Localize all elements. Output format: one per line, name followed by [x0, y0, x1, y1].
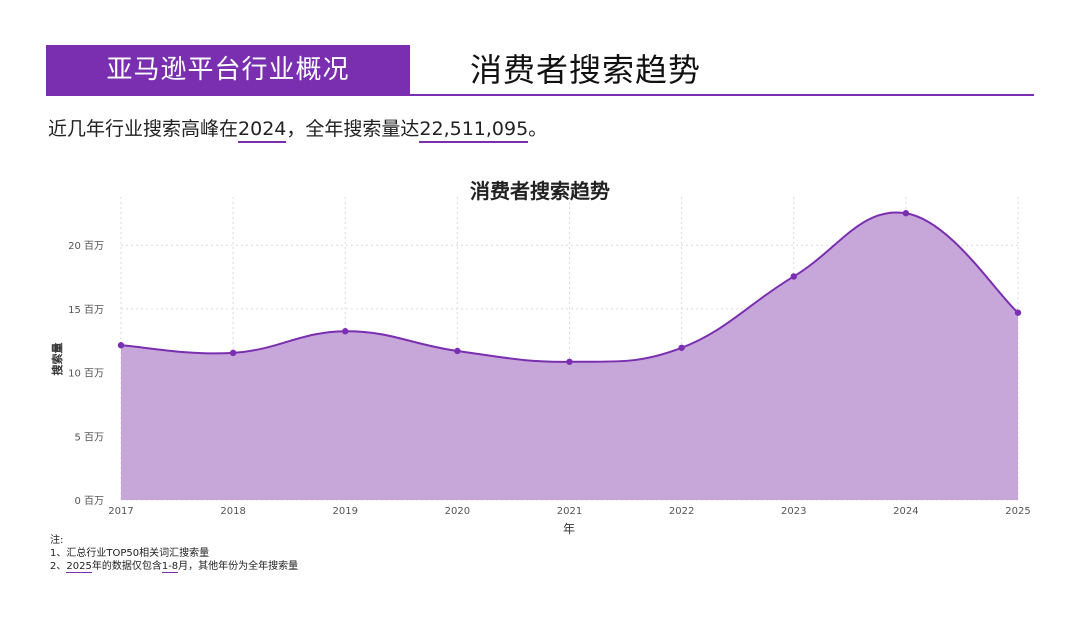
data-point-2025 — [1014, 309, 1022, 316]
x-tick-label: 2018 — [220, 506, 245, 517]
note-line-1: 1、汇总行业TOP50相关词汇搜索量 — [50, 548, 210, 559]
x-tick-label: 2020 — [445, 506, 470, 517]
chart-title: 消费者搜索趋势 — [470, 179, 610, 203]
y-axis-title: 搜索量 — [50, 343, 64, 376]
summary-prefix: 近几年行业搜索高峰在 — [48, 118, 239, 140]
note-line-2: 2、2025年的数据仅包含1-8月，其他年份为全年搜索量 — [50, 560, 298, 573]
note-2-prefix: 2、 — [50, 561, 67, 572]
y-tick-label: 10 百万 — [68, 368, 104, 380]
points-layer — [117, 210, 1022, 365]
y-tick-label: 20 百万 — [68, 240, 104, 252]
search-trend-chart: 0 百万 5 百万 10 百万 15 百万 20 百万 2017 2018 2019 2020… — [50, 179, 1031, 536]
note-2-middle: 年的数据仅包含 — [91, 561, 162, 572]
data-point-2021 — [566, 358, 573, 365]
series-area — [121, 212, 1018, 500]
data-point-2022 — [678, 344, 685, 351]
x-tick-labels: 2017 2018 2019 2020 2021 2022 2023 2024 2025 — [108, 506, 1030, 517]
data-point-2019 — [342, 328, 349, 335]
summary-peak-year: 2024 — [238, 118, 287, 143]
data-point-2023 — [790, 273, 797, 280]
x-tick-label: 2019 — [333, 506, 358, 517]
section-title-banner: 亚马逊平台行业概况 — [46, 45, 410, 95]
data-point-2017 — [117, 342, 125, 349]
summary-suffix: 。 — [528, 118, 548, 140]
section-title: 亚马逊平台行业概况 — [106, 55, 350, 85]
x-tick-label: 2025 — [1005, 506, 1030, 517]
note-2-suffix: 月，其他年份为全年搜索量 — [178, 561, 299, 572]
data-point-2024 — [902, 210, 910, 217]
y-tick-label: 15 百万 — [68, 304, 104, 316]
data-point-2018 — [229, 349, 237, 357]
x-tick-label: 2017 — [108, 506, 133, 517]
summary-text: 近几年行业搜索高峰在2024，全年搜索量达22,511,095。 — [48, 115, 547, 143]
x-axis-title: 年 — [563, 522, 575, 536]
data-point-2020 — [454, 347, 461, 355]
y-tick-label: 5 百万 — [74, 431, 104, 443]
x-tick-label: 2024 — [893, 506, 918, 517]
note-2-year: 2025 — [66, 561, 92, 573]
page-title: 消费者搜索趋势 — [470, 51, 702, 89]
series-line — [120, 211, 1019, 363]
summary-peak-value: 22,511,095 — [419, 118, 529, 143]
x-tick-label: 2022 — [669, 506, 694, 517]
y-tick-labels: 0 百万 5 百万 10 百万 15 百万 20 百万 — [68, 240, 104, 507]
footnotes: 注: 1、汇总行业TOP50相关词汇搜索量 2、2025年的数据仅包含1-8月，… — [50, 534, 298, 573]
header-divider — [46, 94, 1034, 96]
note-2-range: 1-8 — [161, 561, 179, 573]
y-tick-label: 0 百万 — [74, 495, 104, 507]
x-tick-label: 2021 — [557, 506, 582, 517]
notes-heading: 注: — [50, 535, 64, 546]
summary-middle: ，全年搜索量达 — [286, 118, 420, 140]
x-tick-label: 2023 — [781, 506, 806, 517]
